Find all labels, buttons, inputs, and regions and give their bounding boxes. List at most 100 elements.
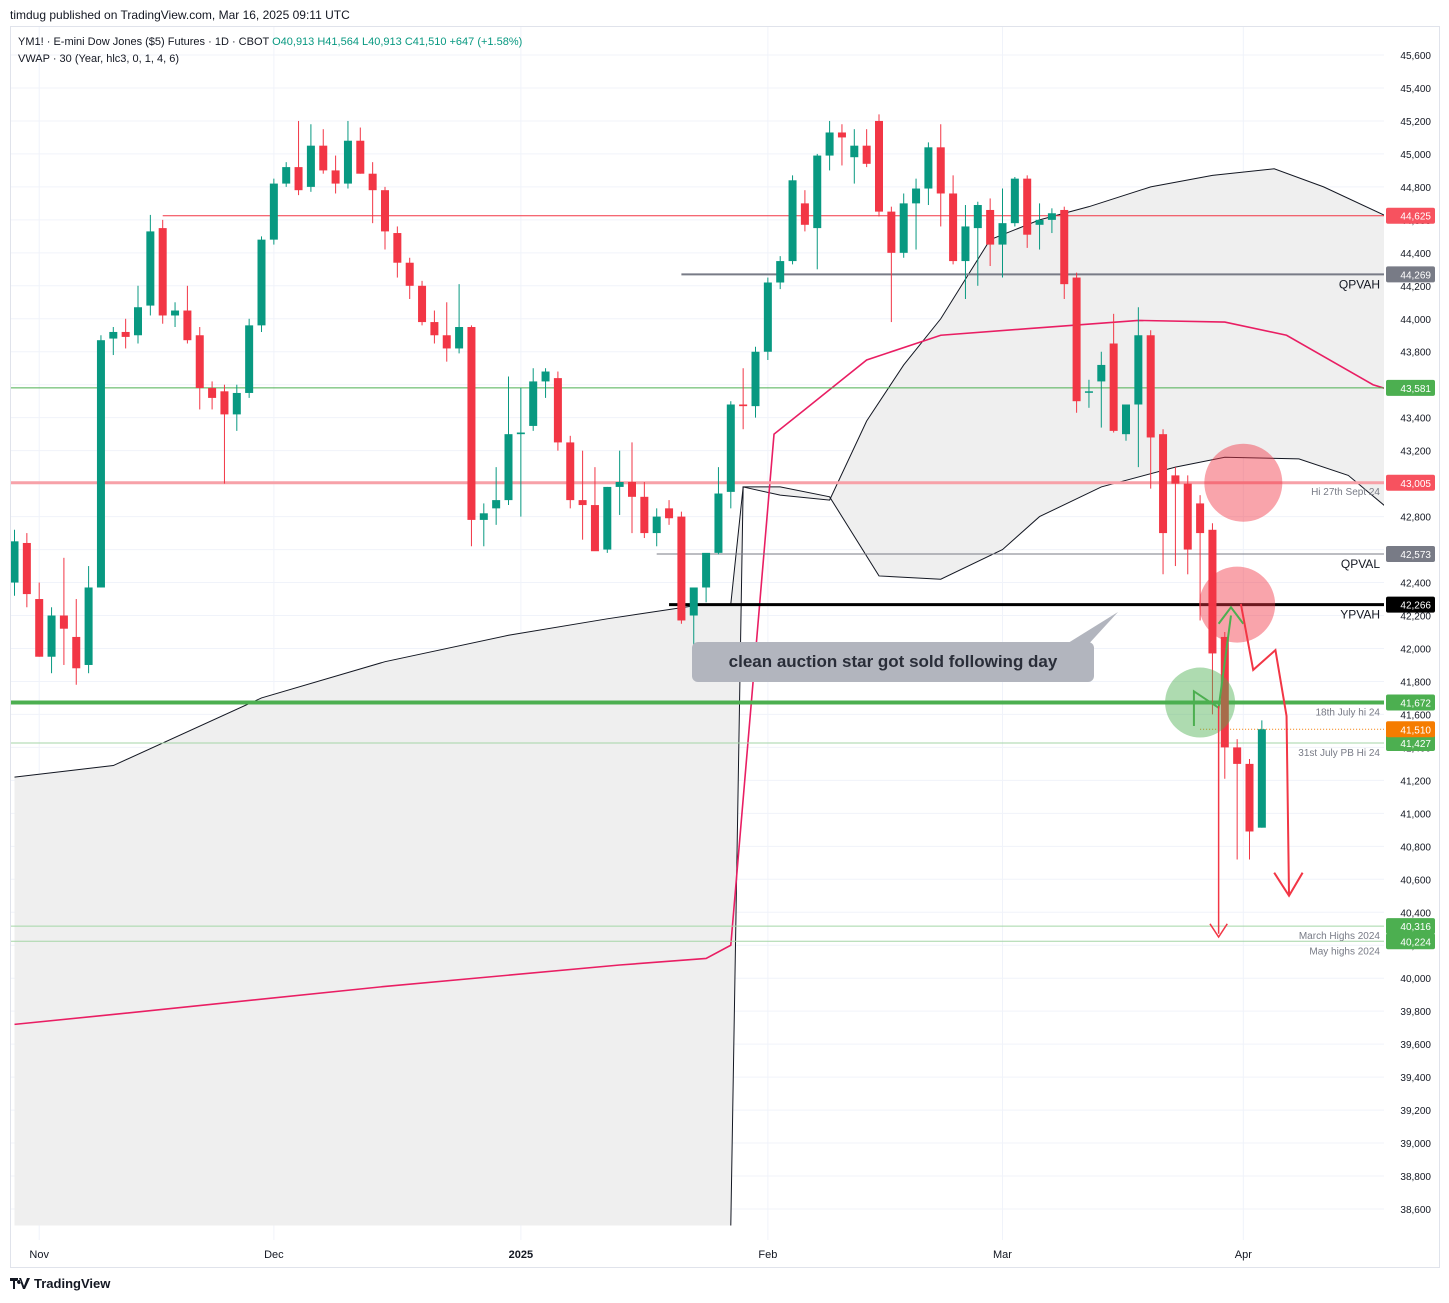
y-tick-label: 40,800 [1400,842,1431,853]
candle [282,162,291,187]
price-tag: 41,510 [1386,721,1435,738]
y-tick-label: 39,800 [1400,1007,1431,1018]
candle [306,124,315,192]
candle [368,162,377,224]
candle [553,371,562,451]
candle-body [1023,178,1032,235]
candle-body [714,493,723,553]
candle-body [59,615,68,629]
candle [59,557,68,665]
candle-body [603,486,612,550]
candle-body [1109,343,1118,431]
candle-body [739,404,748,407]
candle-body [195,335,204,389]
price-tag: 43,581 [1386,379,1435,396]
candle-body [1208,529,1217,654]
chart-legend: YM1! · E-mini Dow Jones ($5) Futures · 1… [18,34,522,68]
candle-body [887,211,896,253]
y-tick-label: 43,200 [1400,447,1431,458]
candle [492,467,501,525]
x-tick-label: Feb [758,1249,777,1261]
price-tag-text: 43,581 [1400,384,1431,395]
candle [1047,208,1056,234]
candle [1109,313,1118,433]
y-tick-label: 41,000 [1400,809,1431,820]
candle [146,214,155,316]
green-arrowhead [1217,605,1245,625]
price-tag-text: 43,005 [1400,479,1431,490]
candle [158,219,167,324]
candle [208,381,217,410]
candle-body [1122,404,1130,435]
candle [1060,206,1069,299]
candle [1208,523,1217,715]
candle-body [72,636,81,669]
y-tick-label: 41,600 [1400,710,1431,721]
candle-body [1047,213,1056,220]
price-tag: 42,266 [1386,596,1435,613]
candle-body [813,155,822,229]
candle [763,277,772,360]
y-tick-label: 43,400 [1400,414,1431,425]
candle [912,178,921,250]
candle [220,384,229,484]
candle-body [1134,335,1143,405]
y-tick-label: 39,400 [1400,1073,1431,1084]
price-tag-text: 41,427 [1400,739,1431,750]
candle-body [1233,747,1242,764]
tradingview-footer[interactable]: TradingView [10,1276,110,1291]
candle [640,481,649,539]
candle [665,500,674,525]
price-tag-text: 40,224 [1400,937,1431,948]
y-tick-label: 38,600 [1400,1205,1431,1216]
candle [936,124,945,227]
price-tag-text: 44,625 [1400,212,1431,223]
price-tag-bg [1386,207,1435,224]
price-tag: 40,224 [1386,933,1435,950]
green-projection-path [1192,615,1232,726]
price-tag: 44,625 [1386,207,1435,224]
candle-body [998,223,1007,245]
y-tick-label: 39,600 [1400,1040,1431,1051]
candle [294,120,303,196]
price-tag-text: 41,672 [1400,699,1431,710]
candle-body [837,132,846,138]
candle-body [1159,434,1168,534]
legend-indicator-vwap[interactable]: VWAP · 30 (Year, hlc3, 0, 1, 4, 6) [18,53,180,65]
y-tick-label: 40,600 [1400,875,1431,886]
candle-body [1010,178,1019,224]
price-tag-text: 42,266 [1400,601,1431,612]
candle [541,368,550,398]
legend-symbol-row: YM1! · E-mini Dow Jones ($5) Futures · 1… [18,34,522,51]
y-tick-label: 45,000 [1400,150,1431,161]
x-tick-label: 2025 [509,1249,533,1261]
y-tick-label: 42,200 [1400,612,1431,623]
candle [1023,175,1032,248]
candle [899,193,908,258]
price-tag: 41,427 [1386,734,1435,751]
candle-body [850,145,859,158]
legend-symbol[interactable]: YM1! · E-mini Dow Jones ($5) Futures · 1… [18,36,270,48]
callout-pointer [1060,612,1118,648]
candle-body [245,325,254,393]
candle [430,310,439,344]
candle [1097,351,1106,428]
candle-body [1245,763,1254,832]
callout-text: clean auction star got sold following da… [729,652,1058,671]
candle-body [405,262,414,286]
candle-body [35,599,44,657]
candle-body [96,340,105,588]
candle-body [134,307,142,336]
candle-body [1060,209,1069,285]
candle-body [1257,729,1266,828]
legend-low: L40,913 [362,36,402,48]
candle-body [628,481,636,497]
candle [269,178,278,245]
candle-body [269,183,278,240]
candle-body [381,190,389,232]
candle-body [22,542,31,595]
candle [418,280,427,326]
candle [887,206,896,323]
candle [319,129,328,174]
